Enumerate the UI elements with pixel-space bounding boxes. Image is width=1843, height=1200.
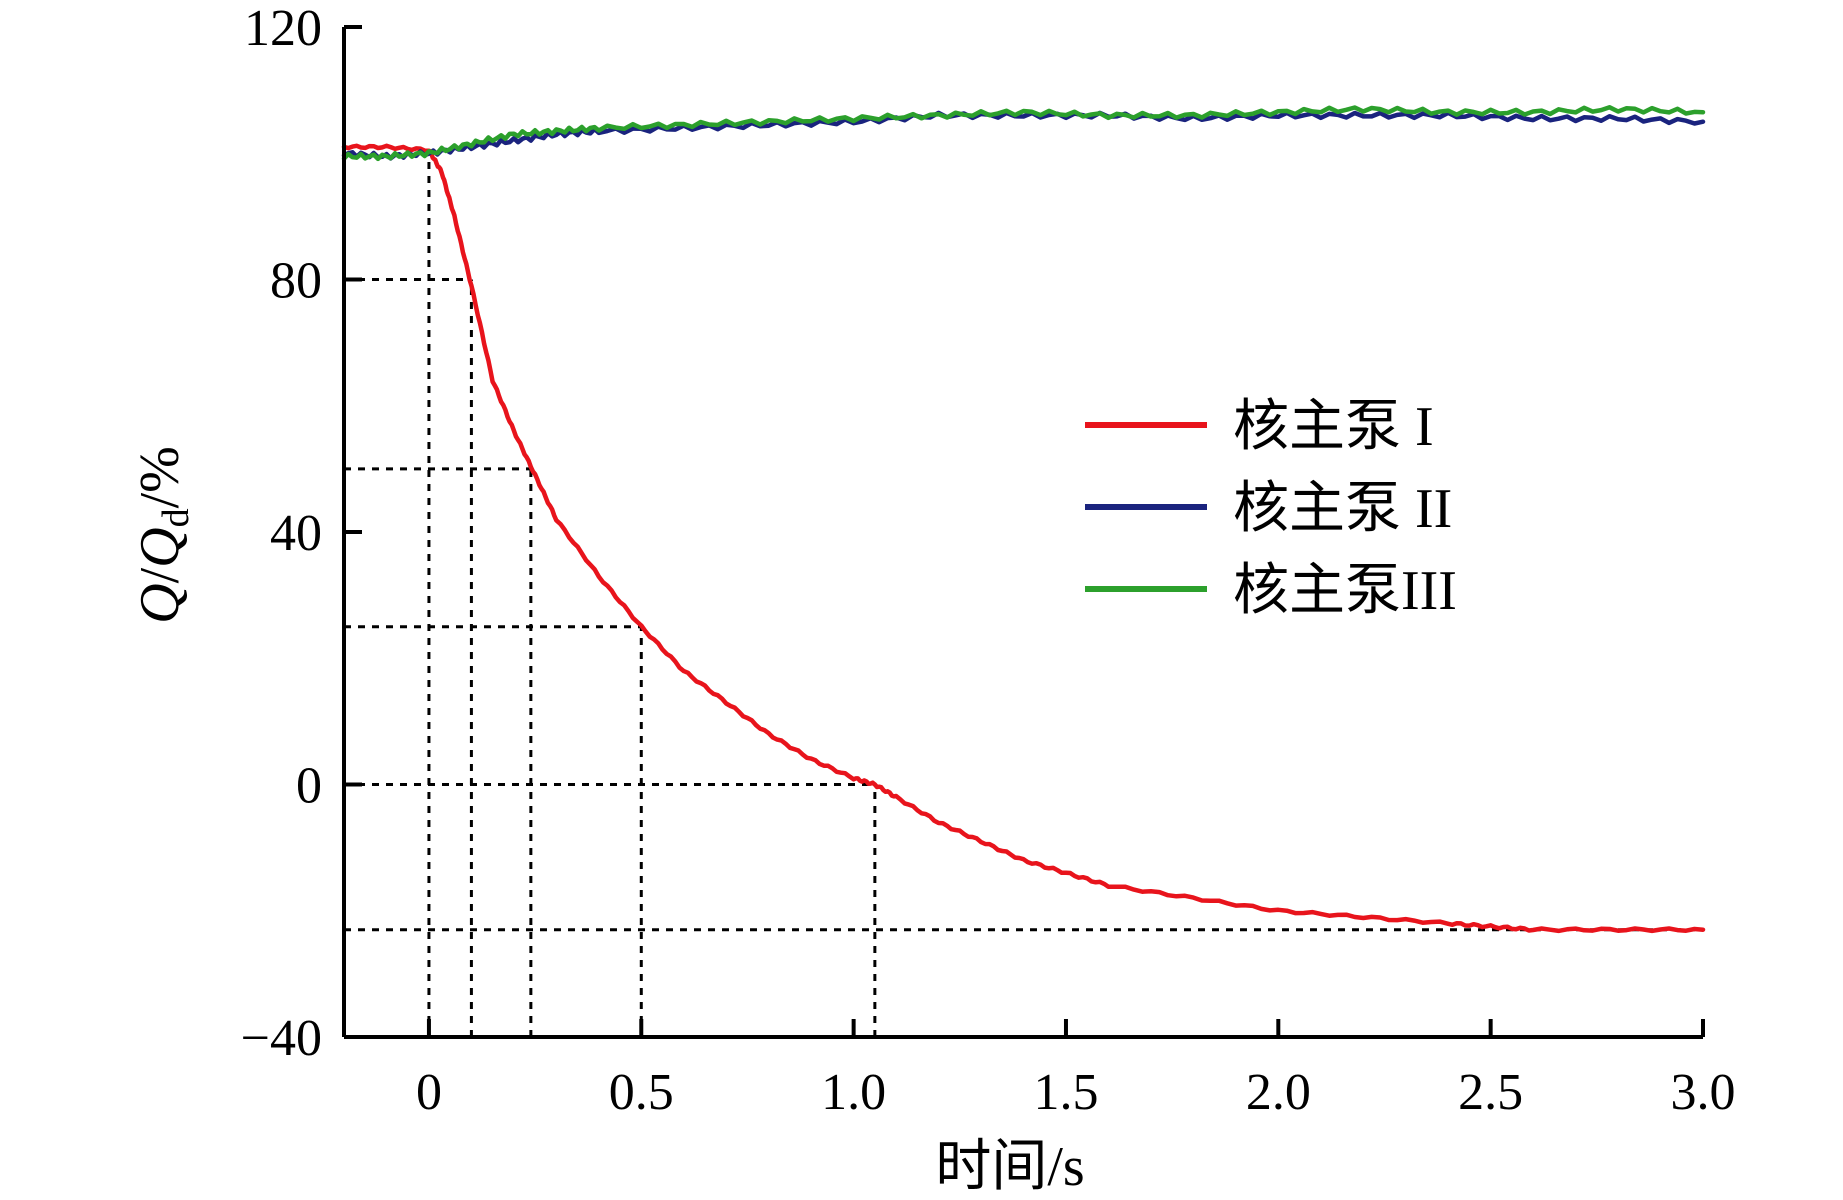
- y-axis-title-slash: /: [129, 567, 191, 583]
- legend: 核主泵 I 核主泵 II 核主泵III: [1085, 396, 1457, 622]
- x-tick-label-1: 0.5: [609, 1064, 674, 1121]
- series-line-2: [341, 105, 1706, 162]
- y-tick-label-2: 40: [270, 505, 322, 562]
- y-axis-title: Q/Qd/%: [129, 446, 197, 624]
- tick-labels: 0 0.5 1.0 1.5 2.0 2.5 3.0 −40 0 40 80 120: [241, 0, 1736, 1121]
- series-lines: [341, 105, 1706, 934]
- legend-label-0: 核主泵 I: [1233, 396, 1434, 458]
- x-tick-label-5: 2.5: [1458, 1064, 1523, 1121]
- x-tick-label-0: 0: [416, 1064, 442, 1121]
- x-axis-title: 时间/s: [935, 1136, 1084, 1198]
- series-line-0: [341, 143, 1706, 934]
- y-tick-label-1: 0: [296, 758, 322, 815]
- y-axis-title-qd: Q: [129, 527, 191, 567]
- x-tick-label-6: 3.0: [1671, 1064, 1736, 1121]
- y-tick-label-3: 80: [270, 253, 322, 310]
- y-axis-title-q: Q: [129, 583, 191, 623]
- x-tick-label-4: 2.0: [1246, 1064, 1311, 1121]
- reference-lines: [344, 153, 1703, 1037]
- legend-label-1: 核主泵 II: [1233, 478, 1452, 540]
- x-tick-label-3: 1.5: [1033, 1064, 1098, 1121]
- series-line-1: [341, 110, 1706, 161]
- y-tick-label-4: 120: [244, 0, 322, 57]
- y-axis-title-subscript: d: [155, 508, 197, 527]
- y-tick-label-0: −40: [241, 1010, 322, 1067]
- x-tick-label-2: 1.0: [821, 1064, 886, 1121]
- ticks: [344, 25, 1705, 1039]
- y-axis-title-unit: /%: [129, 446, 191, 508]
- legend-label-2: 核主泵III: [1233, 560, 1457, 622]
- axes: [342, 27, 1703, 1039]
